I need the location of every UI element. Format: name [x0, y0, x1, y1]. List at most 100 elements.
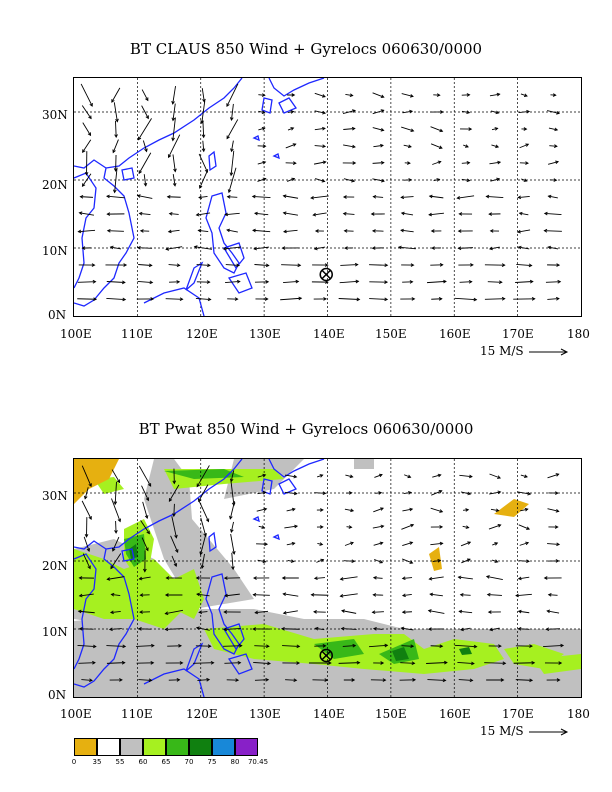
top-lon-label-170e: 170E [502, 327, 534, 341]
wind-arrow [372, 178, 385, 182]
coastline-path [74, 172, 97, 289]
wind-arrowhead [179, 297, 184, 302]
wind-arrow [461, 162, 470, 164]
wind-arrowhead [495, 110, 500, 115]
wind-arrow [460, 594, 471, 596]
wind-arrow [402, 577, 413, 579]
wind-arrow [202, 140, 205, 152]
wind-arrow [231, 103, 234, 121]
bottom-lon-label-160e: 160E [439, 707, 471, 721]
wind-arrow [487, 281, 502, 283]
wind-arrow [78, 662, 95, 664]
wind-arrow [287, 559, 294, 563]
wind-arrowhead [372, 593, 377, 597]
wind-arrow [491, 144, 499, 148]
wind-arrowhead [517, 245, 522, 250]
wind-arrowhead [372, 576, 377, 580]
wind-arrowhead [167, 154, 172, 159]
wind-arrowhead [236, 263, 241, 268]
wind-arrow [460, 541, 471, 547]
wind-arrowhead [498, 280, 503, 285]
wind-arrow [171, 516, 177, 538]
wind-arrowhead [206, 280, 211, 284]
wind-arrowhead [172, 513, 176, 518]
wind-arrowhead [123, 263, 128, 267]
wind-arrow [80, 83, 93, 107]
wind-arrowhead [176, 678, 181, 682]
wind-arrow [516, 593, 532, 597]
wind-arrow [398, 246, 416, 250]
wind-arrowhead [138, 170, 142, 175]
wind-arrow [544, 230, 562, 232]
wind-arrowhead [351, 559, 356, 564]
wind-arrowhead [439, 541, 444, 546]
wind-arrowhead [139, 593, 144, 597]
wind-arrowhead [410, 523, 415, 528]
wind-arrowhead [222, 246, 227, 251]
wind-arrowhead [339, 577, 344, 581]
wind-arrowhead [322, 160, 327, 165]
wind-arrowhead [293, 491, 298, 496]
wind-arrow [110, 553, 122, 569]
wind-arrowhead [122, 297, 127, 302]
wind-arrowhead [195, 212, 200, 217]
wind-arrow [375, 492, 382, 494]
wind-arrow [141, 105, 149, 119]
wind-arrowhead [78, 627, 83, 631]
wind-arrowhead [150, 297, 155, 301]
top-lon-label-120e: 120E [186, 327, 218, 341]
wind-arrow [166, 246, 183, 250]
pwat-green-region [74, 549, 184, 629]
wind-arrowhead [443, 279, 447, 284]
wind-arrow [138, 152, 152, 174]
wind-arrow [283, 593, 299, 597]
wind-arrow [283, 610, 298, 614]
wind-arrow [521, 178, 527, 182]
wind-arrow [79, 593, 94, 597]
wind-arrowhead [339, 594, 344, 598]
wind-arrow [111, 593, 121, 597]
wind-arrowhead [465, 144, 469, 148]
legend-swatch [166, 738, 189, 756]
wind-arrow [341, 610, 357, 614]
wind-arrowhead [114, 134, 118, 139]
wind-arrow [224, 628, 241, 630]
wind-arrowhead [145, 497, 150, 502]
wind-arrowhead [526, 526, 531, 530]
wind-arrowhead [313, 576, 318, 581]
wind-arrow [141, 89, 149, 101]
wind-arrowhead [439, 263, 444, 267]
wind-arrow [82, 173, 92, 187]
wind-arrowhead [547, 593, 552, 597]
wind-arrowhead [354, 262, 359, 267]
wind-arrow [546, 628, 561, 630]
wind-arrow [257, 559, 266, 563]
pwat-gray-region [354, 459, 374, 469]
wind-arrow [172, 86, 176, 104]
wind-arrow [285, 679, 297, 681]
wind-arrowhead [265, 677, 270, 682]
wind-arrowhead [523, 127, 528, 131]
wind-arrowhead [236, 279, 241, 284]
wind-arrowhead [78, 211, 83, 215]
wind-arrow [519, 212, 529, 216]
wind-arrow [491, 127, 498, 131]
coastline-path [74, 159, 135, 307]
wind-arrow [165, 609, 184, 615]
wind-arrowhead [411, 661, 416, 666]
wind-arrow [113, 102, 118, 122]
wind-arrow [283, 195, 299, 199]
legend-swatch [143, 738, 166, 756]
wind-arrowhead [171, 117, 176, 122]
wind-arrow [197, 498, 209, 522]
legend-swatch [235, 738, 258, 756]
wind-arrowhead [439, 128, 444, 133]
wind-arrow [231, 140, 234, 152]
wind-arrowhead [296, 644, 301, 649]
wind-arrowhead [378, 491, 383, 495]
wind-arrow [433, 178, 440, 182]
wind-arrowhead [92, 279, 97, 284]
wind-arrow [311, 195, 329, 199]
wind-arrow [78, 610, 95, 614]
wind-arrow [77, 281, 96, 283]
